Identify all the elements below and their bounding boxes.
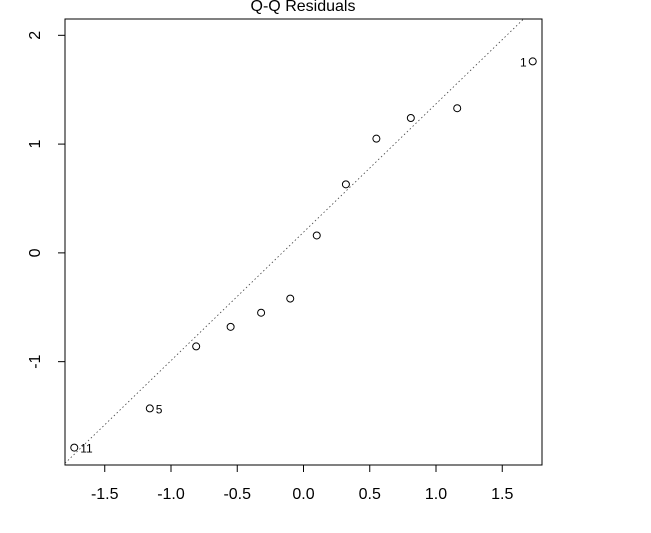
x-tick-label: 0.5: [359, 486, 381, 503]
points-group: 11 5 1: [70, 55, 537, 456]
data-point: [453, 104, 462, 113]
data-point: [312, 231, 321, 240]
data-point: [192, 342, 201, 351]
y-tick-label: 2: [27, 31, 44, 40]
y-axis: -1 0 1 2: [27, 31, 66, 369]
chart-title: Q-Q Residuals: [251, 0, 356, 15]
data-point: [257, 308, 266, 317]
point-label: 1: [520, 55, 527, 69]
point-label: 5: [156, 402, 163, 416]
y-tick-label: 0: [27, 248, 44, 257]
data-point: [70, 443, 79, 452]
data-point: [286, 294, 295, 303]
data-point: [406, 113, 415, 122]
x-tick-label: 0.0: [292, 486, 314, 503]
reference-line-group: [64, 18, 524, 464]
plot-frame: [64, 18, 543, 466]
data-point: [528, 57, 537, 66]
x-tick-label: 1.0: [425, 486, 447, 503]
y-tick-label: -1: [27, 354, 44, 368]
qq-reference-line: [64, 18, 524, 464]
x-tick-label: -0.5: [223, 486, 251, 503]
data-point: [372, 134, 381, 143]
x-axis: -1.5 -1.0 -0.5 0.0 0.5 1.0 1.5: [91, 464, 513, 503]
y-tick-label: 1: [27, 140, 44, 149]
x-tick-label: -1.5: [91, 486, 119, 503]
x-tick-label: 1.5: [491, 486, 513, 503]
data-point: [341, 180, 350, 189]
data-point: [226, 322, 235, 331]
point-label: 11: [80, 442, 93, 456]
data-point: [145, 404, 154, 413]
x-tick-label: -1.0: [157, 486, 185, 503]
